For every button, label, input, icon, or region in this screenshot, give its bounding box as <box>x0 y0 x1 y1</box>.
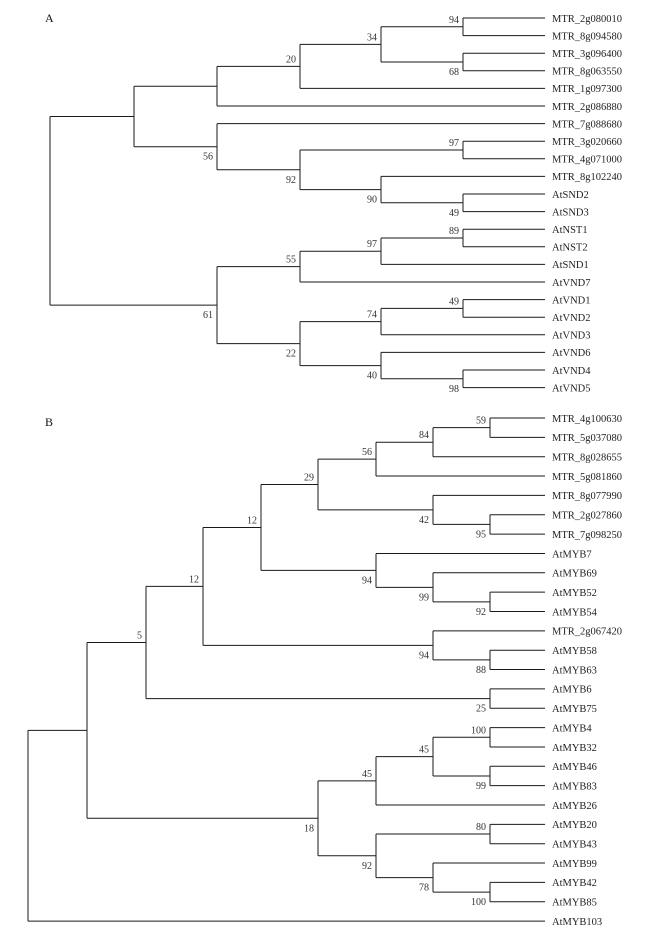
support-value: 99 <box>419 592 429 603</box>
support-value: 92 <box>476 607 486 618</box>
support-value: 92 <box>286 175 296 186</box>
tip-label: AtVND1 <box>552 295 591 306</box>
support-value: 25 <box>476 704 486 715</box>
tip-label: AtMYB63 <box>552 665 597 676</box>
tip-label: AtMYB4 <box>552 723 592 734</box>
tree-panel-a: MTR_2g080010 MTR_8g094580 94 MTR_3g096400 MT… <box>49 14 622 395</box>
tip-label: MTR_8g077990 <box>552 491 622 502</box>
support-value: 45 <box>419 745 429 756</box>
tip-label: AtMYB52 <box>552 588 597 599</box>
support-value: 89 <box>449 226 459 237</box>
support-value: 98 <box>449 384 459 395</box>
tip-label: AtNST2 <box>552 243 588 254</box>
tip-label: AtMYB43 <box>552 840 597 851</box>
tip-label: MTR_7g098250 <box>552 530 622 541</box>
support-value: 59 <box>476 416 486 427</box>
support-value: 12 <box>247 515 257 526</box>
tip-label: MTR_8g028655 <box>552 453 622 464</box>
support-value: 12 <box>189 574 199 585</box>
support-value: 84 <box>419 430 429 441</box>
support-value: 88 <box>476 665 486 676</box>
tip-label: MTR_3g020660 <box>552 137 622 148</box>
support-value: 94 <box>362 575 372 586</box>
support-value: 92 <box>362 861 372 872</box>
support-value: 20 <box>286 54 296 65</box>
support-value: 97 <box>367 239 377 250</box>
tip-label: AtMYB46 <box>552 762 597 773</box>
support-value: 42 <box>419 515 429 526</box>
tip-label: MTR_2g086880 <box>552 102 622 113</box>
support-value: 90 <box>367 195 377 206</box>
tip-label: AtMYB26 <box>552 801 597 812</box>
tip-label: AtMYB58 <box>552 646 597 657</box>
tip-label: MTR_5g037080 <box>552 433 622 444</box>
panel-a-label: A <box>45 11 54 25</box>
tip-label: MTR_4g100630 <box>552 414 622 425</box>
support-value: 78 <box>419 883 429 894</box>
support-value: 56 <box>203 152 213 163</box>
support-value: 40 <box>367 371 377 382</box>
support-value: 34 <box>367 32 377 43</box>
tip-label: AtSND3 <box>552 207 589 218</box>
support-value: 55 <box>286 255 296 266</box>
tip-label: MTR_1g097300 <box>552 84 622 95</box>
tip-label: AtSND2 <box>552 190 589 201</box>
tip-label: AtMYB54 <box>552 607 598 618</box>
tip-label: AtMYB7 <box>552 549 592 560</box>
tip-label: MTR_2g067420 <box>552 627 622 638</box>
tip-label: AtVND7 <box>552 278 591 289</box>
tip-label: AtMYB103 <box>552 917 602 928</box>
support-value: 5 <box>137 630 142 641</box>
support-value: 94 <box>449 15 459 26</box>
tip-label: MTR_8g102240 <box>552 172 622 183</box>
tip-label: MTR_8g063550 <box>552 67 622 78</box>
tip-label: MTR_5g081860 <box>552 472 622 483</box>
support-value: 94 <box>419 650 429 661</box>
tip-label: MTR_3g096400 <box>552 49 622 60</box>
tip-label: AtVND4 <box>552 366 591 377</box>
support-value: 45 <box>362 769 372 780</box>
tip-label: AtMYB32 <box>552 743 597 754</box>
support-value: 74 <box>367 310 377 321</box>
tip-label: AtVND2 <box>552 313 591 324</box>
support-value: 97 <box>449 138 459 149</box>
tip-label: AtMYB85 <box>552 898 597 909</box>
support-value: 22 <box>286 349 296 360</box>
tip-label: AtMYB75 <box>552 704 597 715</box>
panel-b-label: B <box>45 415 53 429</box>
tip-label: MTR_2g027860 <box>552 511 622 522</box>
support-value: 100 <box>471 725 486 736</box>
support-value: 95 <box>476 529 486 540</box>
support-value: 100 <box>471 897 486 908</box>
support-value: 29 <box>304 473 314 484</box>
support-value: 80 <box>476 822 486 833</box>
support-value: 49 <box>449 208 459 219</box>
support-value: 99 <box>476 781 486 792</box>
tip-label: AtMYB99 <box>552 859 597 870</box>
tip-label: AtNST1 <box>552 225 588 236</box>
support-value: 49 <box>449 296 459 307</box>
support-value: 18 <box>304 823 314 834</box>
tip-label: AtMYB6 <box>552 685 592 696</box>
tip-label: MTR_8g094580 <box>552 31 622 42</box>
tip-label: AtVND6 <box>552 348 591 359</box>
support-value: 68 <box>449 67 459 78</box>
tip-label: MTR_7g088680 <box>552 119 622 130</box>
tip-label: AtMYB42 <box>552 878 597 889</box>
support-value: 56 <box>362 447 372 458</box>
tip-label: AtVND5 <box>552 383 591 394</box>
tree-panel-b: MTR_4g100630 MTR_5g037080 59 MTR_8g028655 84… <box>27 414 622 928</box>
tip-label: MTR_2g080010 <box>552 14 622 25</box>
tip-label: AtMYB20 <box>552 820 597 831</box>
tip-label: AtSND1 <box>552 260 589 271</box>
tip-label: AtVND3 <box>552 331 591 342</box>
tip-label: AtMYB83 <box>552 781 597 792</box>
support-value: 61 <box>203 310 213 321</box>
tip-label: MTR_4g071000 <box>552 155 622 166</box>
tip-label: AtMYB69 <box>552 569 597 580</box>
